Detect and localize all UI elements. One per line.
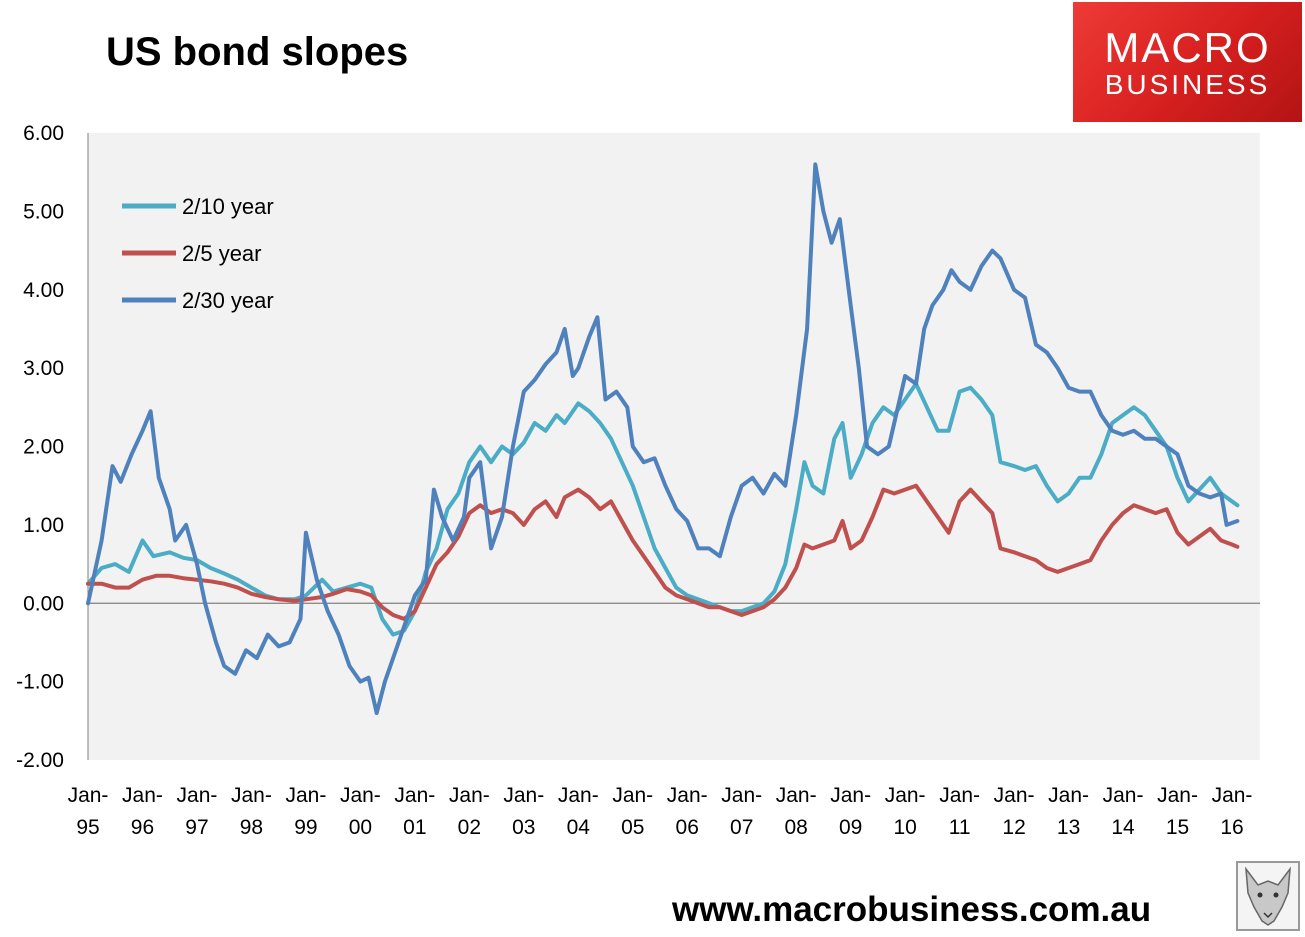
x-tick-label: Jan-	[830, 784, 871, 807]
x-tick-label: Jan-	[68, 784, 109, 807]
x-tick-label: Jan-	[177, 784, 218, 807]
y-tick-label: 5.00	[23, 200, 64, 223]
x-tick-label: Jan-	[939, 784, 980, 807]
x-tick-label: 08	[785, 816, 808, 839]
series-line-1	[86, 381, 1240, 637]
y-tick-label: 1.00	[23, 514, 64, 537]
x-tick-label: 10	[893, 816, 916, 839]
y-tick-label: -1.00	[16, 671, 64, 694]
logo-line-2: BUSINESS	[1104, 69, 1271, 100]
x-tick-label: 95	[76, 816, 99, 839]
legend-label: 2/30 year	[182, 288, 274, 313]
chart-svg: -2.00 -1.00 0.00 1.00 2.00 3.00 4.00 5.00 6.00 J…	[16, 122, 1260, 839]
x-tick-label: 09	[839, 816, 862, 839]
x-tick-label: 99	[294, 816, 317, 839]
x-tick-labels: Jan- 95 Jan- 96 Jan- 97 Jan- 98 Jan- 99 Jan- 00 Jan-…	[68, 784, 1253, 839]
x-tick-label: Jan-	[1048, 784, 1089, 807]
x-tick-label: 13	[1057, 816, 1080, 839]
x-tick-label: Jan-	[776, 784, 817, 807]
x-tick-label: Jan-	[721, 784, 762, 807]
x-tick-label: 01	[403, 816, 426, 839]
x-tick-label: 03	[512, 816, 535, 839]
y-tick-label: -2.00	[16, 749, 64, 772]
x-tick-label: Jan-	[394, 784, 435, 807]
x-tick-label: 97	[185, 816, 208, 839]
y-tick-labels: -2.00 -1.00 0.00 1.00 2.00 3.00 4.00 5.00 6.00	[16, 122, 64, 772]
x-tick-label: 07	[730, 816, 753, 839]
y-tick-label: 0.00	[23, 592, 64, 615]
x-tick-label: Jan-	[1103, 784, 1144, 807]
x-tick-label: Jan-	[449, 784, 490, 807]
x-tick-label: Jan-	[285, 784, 326, 807]
x-tick-label: Jan-	[1157, 784, 1198, 807]
x-tick-label: 00	[349, 816, 372, 839]
macrobusiness-logo: MACRO BUSINESS	[1073, 2, 1302, 122]
legend: 2/10 year 2/5 year 2/30 year	[122, 194, 274, 313]
plot-area	[88, 133, 1260, 760]
x-tick-label: 15	[1166, 816, 1189, 839]
x-tick-label: 16	[1220, 816, 1243, 839]
x-tick-label: Jan-	[885, 784, 926, 807]
x-tick-label: 11	[949, 816, 971, 839]
x-tick-label: Jan-	[558, 784, 599, 807]
x-tick-label: Jan-	[1212, 784, 1253, 807]
series-line-3	[86, 162, 1240, 715]
y-tick-label: 3.00	[23, 357, 64, 380]
wolf-logo-icon	[1236, 861, 1300, 931]
footer-url[interactable]: www.macrobusiness.com.au	[672, 890, 1152, 929]
logo-line-1: MACRO	[1104, 24, 1271, 71]
x-tick-label: 06	[676, 816, 699, 839]
x-tick-label: 14	[1111, 816, 1135, 839]
x-tick-label: Jan-	[340, 784, 381, 807]
x-tick-label: Jan-	[994, 784, 1035, 807]
x-tick-label: Jan-	[612, 784, 653, 807]
series-lines	[86, 162, 1240, 715]
x-tick-label: Jan-	[503, 784, 544, 807]
x-tick-label: 96	[131, 816, 154, 839]
legend-label: 2/10 year	[182, 194, 274, 219]
x-tick-label: 12	[1002, 816, 1025, 839]
legend-label: 2/5 year	[182, 241, 262, 266]
x-tick-label: Jan-	[122, 784, 163, 807]
y-tick-label: 6.00	[23, 122, 64, 145]
x-tick-label: 05	[621, 816, 644, 839]
y-tick-label: 4.00	[23, 279, 64, 302]
y-tick-label: 2.00	[23, 436, 64, 459]
chart-title: US bond slopes	[106, 30, 409, 74]
x-tick-label: Jan-	[667, 784, 708, 807]
x-tick-label: 02	[458, 816, 481, 839]
x-tick-label: 98	[240, 816, 263, 839]
x-tick-label: Jan-	[231, 784, 272, 807]
x-tick-label: 04	[567, 816, 591, 839]
